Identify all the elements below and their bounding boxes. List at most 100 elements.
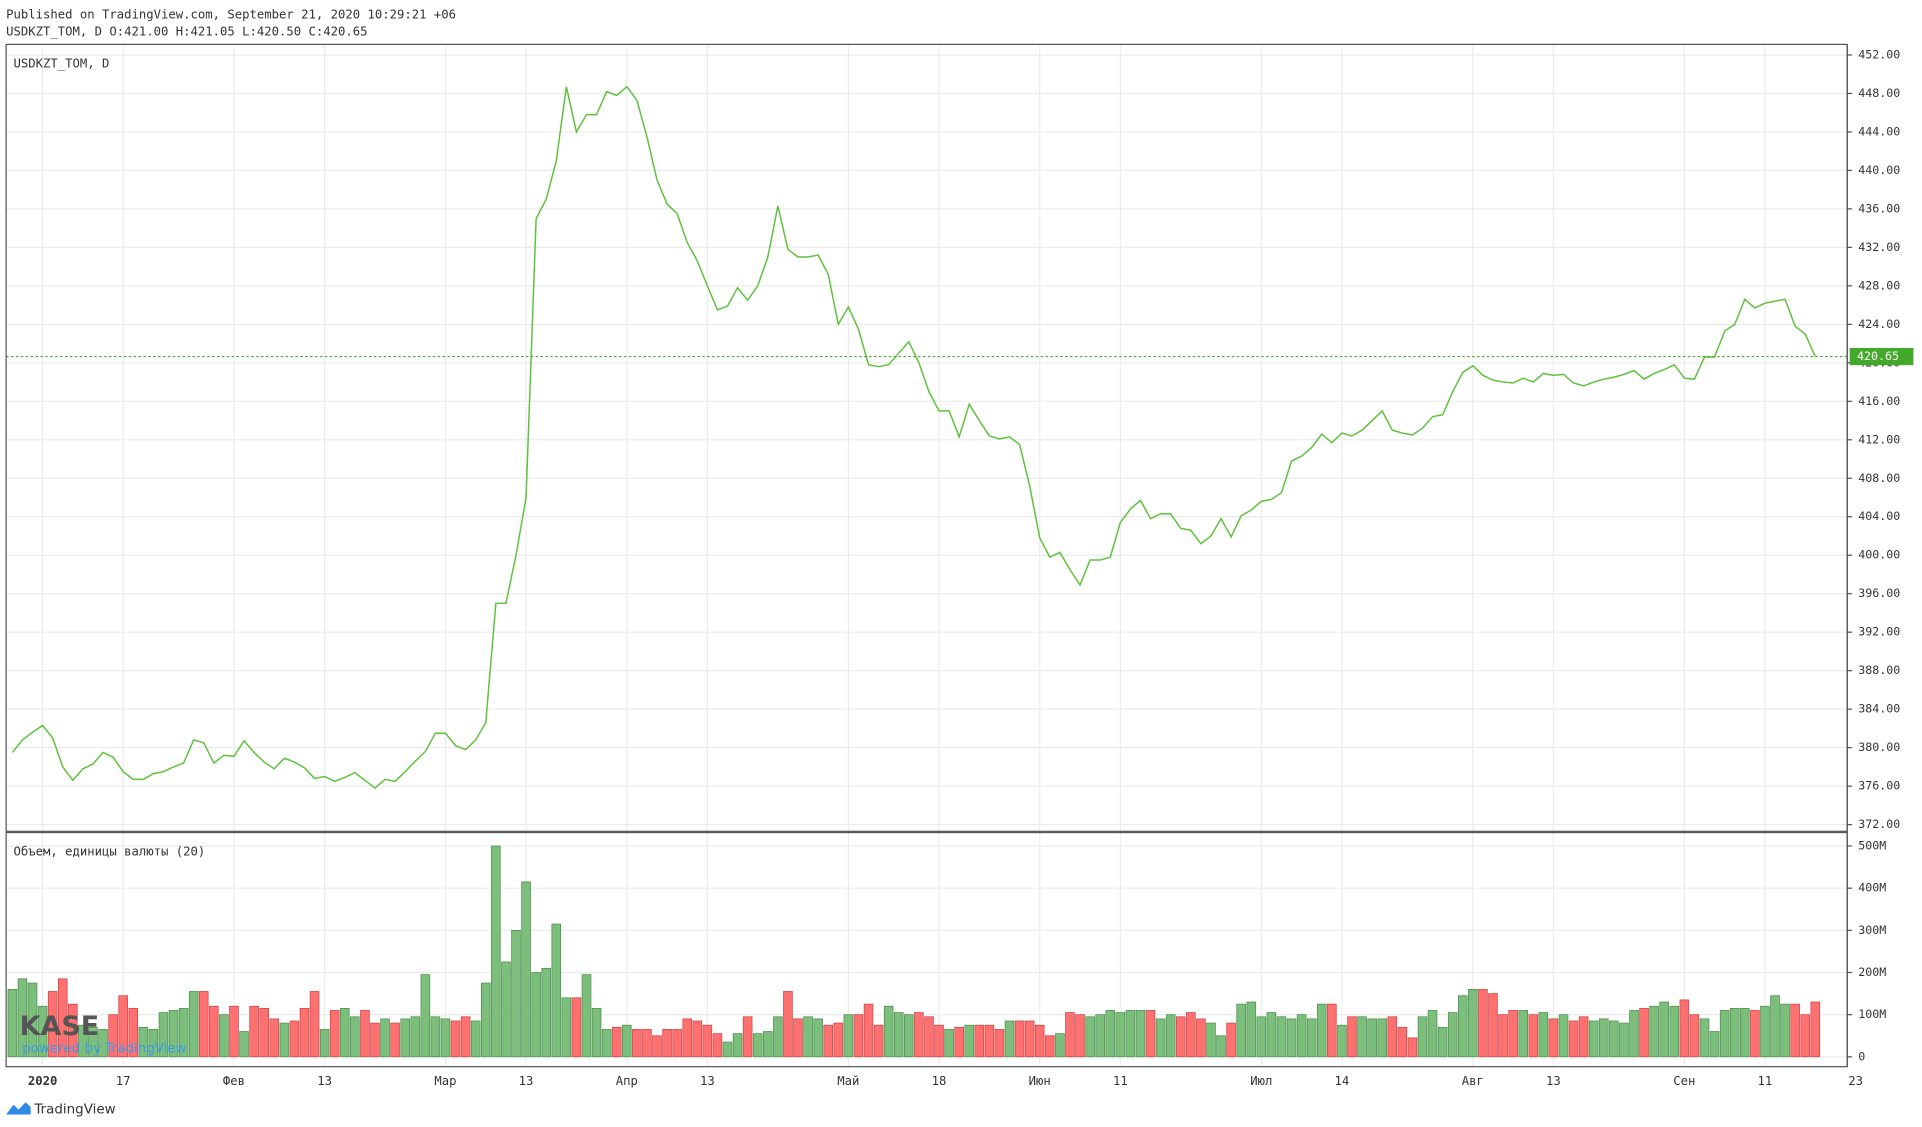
volume-bar — [1296, 1014, 1307, 1058]
volume-bar — [1286, 1018, 1297, 1058]
volume-bar — [1578, 1016, 1589, 1058]
volume-legend: Объем, единицы валюты (20) — [13, 845, 205, 859]
x-tick-label: 23 — [1848, 1074, 1863, 1088]
volume-bar — [1679, 999, 1690, 1058]
ohlc-line: USDKZT_TOM, D O:421.00 H:421.05 L:420.50… — [6, 25, 367, 39]
volume-bar — [309, 991, 320, 1058]
volume-bar — [1780, 1003, 1790, 1058]
y-tick-label: 376.00 — [1858, 779, 1900, 793]
volume-bar — [964, 1024, 975, 1058]
volume-bar — [460, 1016, 471, 1058]
volume-bar — [98, 1029, 108, 1058]
volume-bar — [813, 1018, 823, 1058]
volume-bar — [350, 1016, 360, 1058]
volume-bar — [1024, 1020, 1035, 1058]
volume-bar — [1629, 1010, 1639, 1058]
volume-bar — [1186, 1012, 1196, 1058]
volume-bar — [521, 881, 531, 1058]
volume-bar — [1337, 1024, 1347, 1058]
y-tick-label: 400.00 — [1858, 548, 1900, 562]
volume-bar — [843, 1014, 854, 1058]
volume-bar — [1316, 1003, 1327, 1058]
volume-bar — [974, 1024, 985, 1058]
volume-bar — [1669, 1005, 1680, 1058]
volume-bar — [571, 997, 582, 1058]
volume-bar — [1347, 1016, 1357, 1058]
volume-bar — [370, 1022, 380, 1058]
y-tick-label: 396.00 — [1858, 586, 1900, 600]
y-tick-label: 452.00 — [1858, 47, 1900, 61]
volume-bar — [299, 1007, 310, 1058]
y-tick-label: 404.00 — [1858, 509, 1900, 523]
volume-bar — [1770, 995, 1780, 1058]
volume-bar — [27, 982, 38, 1058]
volume-bar — [1488, 993, 1498, 1058]
volume-bar — [329, 1010, 340, 1058]
x-tick-label: Авг — [1462, 1074, 1484, 1088]
volume-bar — [17, 978, 28, 1058]
y-tick-label: 412.00 — [1858, 432, 1900, 446]
volume-bar — [1085, 1016, 1095, 1058]
volume-bar — [1165, 1014, 1176, 1058]
volume-bar — [1417, 1016, 1428, 1058]
volume-bar — [1004, 1020, 1015, 1058]
volume-bar — [994, 1029, 1005, 1058]
volume-bar — [1790, 1003, 1800, 1058]
volume-bar — [1206, 1022, 1216, 1058]
volume-bar — [773, 1016, 783, 1058]
volume-bar — [1145, 1010, 1156, 1058]
volume-bar — [1599, 1018, 1609, 1058]
volume-bar — [1095, 1014, 1105, 1058]
x-tick-label: Сен — [1673, 1074, 1695, 1088]
volume-bar — [561, 997, 572, 1058]
volume-bar — [1125, 1010, 1136, 1058]
volume-bar — [531, 972, 541, 1058]
x-tick-label: 18 — [932, 1074, 947, 1088]
volume-bar — [1538, 1012, 1549, 1058]
volume-bar — [742, 1016, 753, 1058]
volume-bar — [128, 1007, 139, 1058]
volume-bar — [1478, 988, 1488, 1058]
volume-bar — [188, 991, 199, 1058]
volume-bar — [168, 1010, 179, 1058]
volume-bar — [1750, 1010, 1760, 1058]
volume-bar — [954, 1026, 964, 1058]
x-tick-label: Фев — [223, 1074, 245, 1088]
volume-bar — [1457, 995, 1468, 1058]
volume-bar — [198, 991, 209, 1058]
x-tick-label: 2020 — [28, 1074, 58, 1088]
volume-bar — [1810, 1001, 1821, 1058]
x-tick-label: Июн — [1029, 1074, 1051, 1088]
last-price-label: 420.65 — [1857, 349, 1899, 363]
volume-bar — [1377, 1018, 1387, 1058]
volume-bar — [68, 1003, 78, 1058]
y-tick-label: 300M — [1858, 923, 1886, 937]
volume-bar — [390, 1022, 400, 1058]
volume-bar — [1719, 1010, 1730, 1058]
volume-bar — [1729, 1007, 1740, 1058]
volume-bar — [833, 1022, 844, 1058]
volume-bar — [339, 1007, 350, 1058]
volume-bar — [269, 1018, 280, 1058]
volume-bar — [7, 988, 18, 1058]
volume-bar — [319, 1029, 330, 1058]
footer-brand: TradingView — [6, 1102, 116, 1118]
volume-bar — [118, 995, 128, 1058]
volume-bar — [662, 1029, 672, 1058]
volume-bar — [1105, 1010, 1116, 1058]
volume-bar — [934, 1024, 944, 1058]
volume-bar — [1216, 1035, 1226, 1058]
volume-bar — [501, 961, 511, 1058]
y-tick-label: 384.00 — [1858, 702, 1900, 716]
volume-bar — [712, 1033, 723, 1058]
kase-logo: KASE powered by TradingView — [20, 1011, 187, 1056]
volume-bar — [984, 1024, 995, 1058]
volume-bar — [1427, 1010, 1438, 1058]
volume-bar — [1135, 1010, 1146, 1058]
volume-bar — [581, 974, 592, 1058]
volume-bar — [480, 982, 491, 1058]
volume-bar — [440, 1018, 451, 1058]
volume-bar — [1196, 1018, 1206, 1058]
volume-bar — [702, 1024, 713, 1058]
